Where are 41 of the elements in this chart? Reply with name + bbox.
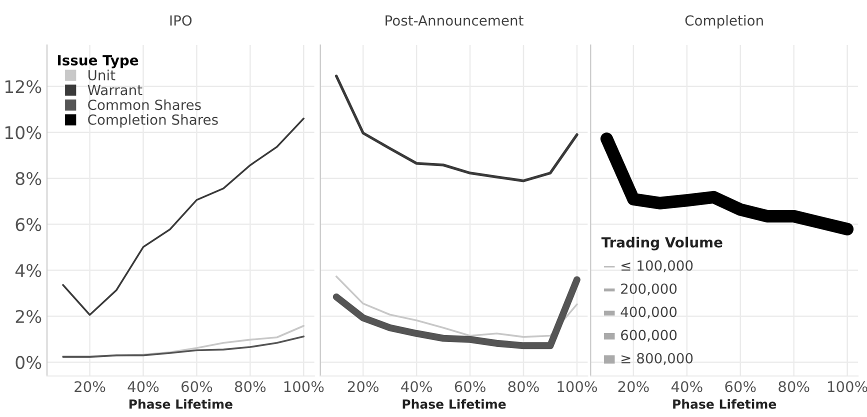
y-tick-label: 8%	[16, 172, 42, 186]
y-tick-label: 2%	[16, 310, 42, 324]
legend-label: Unit	[88, 70, 116, 80]
y-tick-label: 12%	[5, 80, 42, 94]
annotation: ≤ 100,000	[622, 260, 693, 272]
x-tick-label: 60%	[454, 381, 486, 392]
x-tick-label: 100%	[828, 381, 867, 392]
y-tick-label: 0%	[16, 356, 42, 370]
x-tick-label: 60%	[725, 381, 756, 392]
y-tick-label: 6%	[16, 218, 42, 232]
y-tick-label: 4%	[15, 264, 42, 278]
x-axis-title: Phase Lifetime	[673, 399, 776, 409]
x-axis-title: Phase Lifetime	[402, 399, 506, 409]
line-series	[62, 336, 305, 358]
y-tick-label: 10%	[5, 126, 42, 140]
x-tick-label: 80%	[508, 381, 539, 392]
annotation: 200,000	[621, 283, 677, 296]
annotation: 600,000	[621, 330, 677, 342]
chart-title: Post-Announcement	[386, 15, 524, 26]
legend-label: Completion Shares	[88, 114, 218, 128]
x-tick-label: 80%	[778, 381, 810, 392]
x-tick-label: 20%	[348, 381, 379, 392]
line-series	[62, 324, 305, 358]
x-tick-label: 60%	[182, 381, 212, 392]
x-tick-label: 100%	[558, 381, 598, 392]
legend-title: Issue Type	[58, 55, 138, 68]
chart-title: Completion	[685, 15, 763, 28]
x-tick-label: 20%	[618, 381, 649, 392]
x-tick-label: 20%	[74, 381, 106, 392]
x-tick-label: 40%	[671, 381, 702, 392]
x-tick-label: 40%	[128, 381, 159, 392]
x-tick-label: 80%	[234, 381, 266, 392]
annotation: Trading Volume	[601, 236, 722, 250]
x-tick-label: 40%	[401, 381, 432, 392]
x-axis-title: Phase Lifetime	[129, 399, 232, 409]
x-tick-label: 100%	[284, 381, 324, 392]
legend-label: Common Shares	[88, 99, 201, 110]
annotation: 400,000	[620, 306, 677, 319]
chart-title: IPO	[170, 15, 192, 26]
legend-label: Warrant	[88, 84, 142, 96]
annotation: ≥ 800,000	[622, 352, 693, 365]
